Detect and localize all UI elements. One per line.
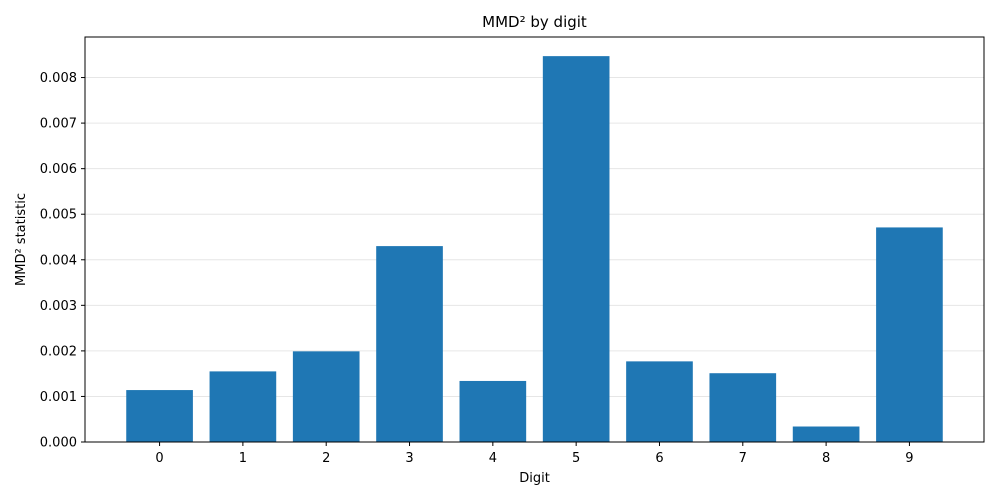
x-axis-ticks: 0 1 2 3 4 5 6 7 8 9 xyxy=(155,442,914,466)
y-tick-label: 0.006 xyxy=(40,162,77,177)
y-tick-label: 0.008 xyxy=(40,71,77,86)
bar-digit-2 xyxy=(292,351,360,442)
x-tick-label: 8 xyxy=(822,451,830,466)
y-tick-label: 0.005 xyxy=(40,208,77,223)
y-axis-ticks: 0.000 0.001 0.002 0.003 0.004 0.005 0.006 0.007… xyxy=(40,71,85,451)
x-tick-label: 9 xyxy=(905,451,913,466)
x-tick-label: 7 xyxy=(739,451,747,466)
plot-frame xyxy=(84,36,985,443)
bars xyxy=(126,56,943,443)
y-axis-label: MMD² statistic xyxy=(14,193,29,286)
bar-digit-8 xyxy=(792,426,860,442)
chart-title: MMD² by digit xyxy=(482,13,587,31)
bar-digit-1 xyxy=(209,371,277,442)
bar-digit-9 xyxy=(876,227,943,442)
y-tick-label: 0.002 xyxy=(40,344,77,359)
gridlines xyxy=(85,77,984,397)
y-tick-label: 0.007 xyxy=(40,117,77,132)
bar-digit-3 xyxy=(376,246,443,442)
x-tick-label: 5 xyxy=(572,451,580,466)
bar-digit-6 xyxy=(626,361,693,442)
y-tick-label: 0.001 xyxy=(40,390,77,405)
y-tick-label: 0.004 xyxy=(40,253,77,268)
x-tick-label: 4 xyxy=(489,451,497,466)
bar-digit-0 xyxy=(126,390,193,442)
y-tick-label: 0.000 xyxy=(40,436,77,451)
bar-digit-7 xyxy=(709,373,777,442)
x-tick-label: 1 xyxy=(239,451,247,466)
x-tick-label: 2 xyxy=(322,451,330,466)
x-axis-label: Digit xyxy=(519,471,550,486)
y-tick-label: 0.003 xyxy=(40,299,77,314)
x-tick-label: 6 xyxy=(655,451,663,466)
x-tick-label: 3 xyxy=(405,451,413,466)
bar-digit-4 xyxy=(459,380,527,442)
x-tick-label: 0 xyxy=(155,451,163,466)
bar-digit-5 xyxy=(542,56,610,443)
